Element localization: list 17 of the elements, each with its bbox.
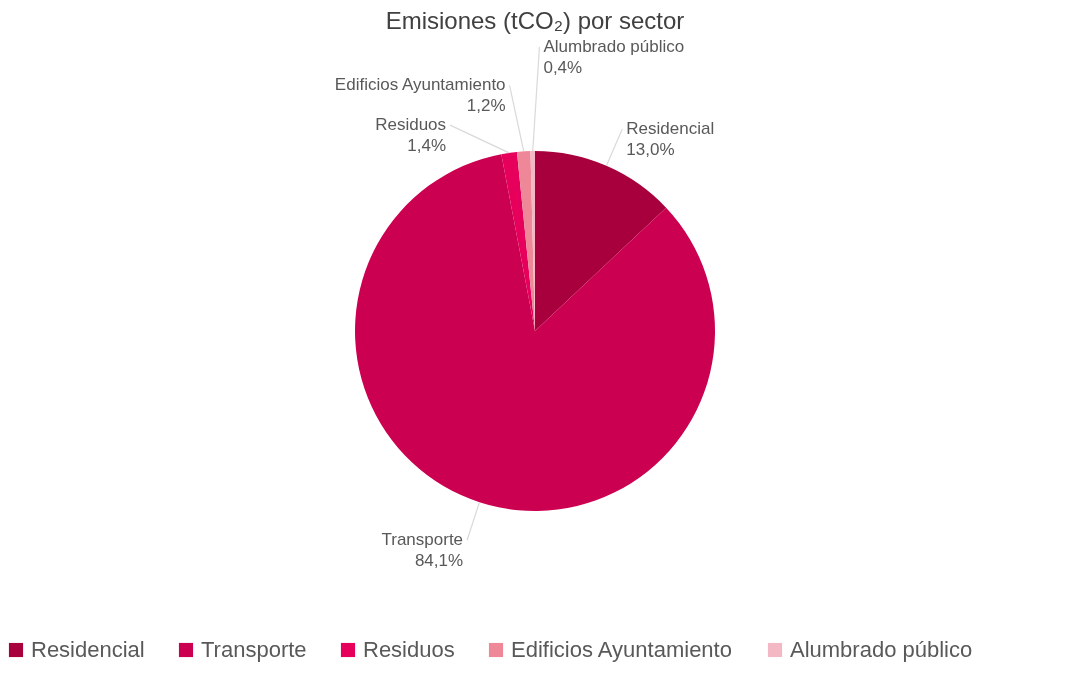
data-label: 1,2% (466, 96, 506, 116)
data-label: 13,0% (626, 140, 675, 160)
data-label: 1,4% (407, 136, 447, 156)
legend-label: Transporte (201, 637, 307, 662)
legend-label: Edificios Ayuntamiento (511, 637, 732, 662)
chart-title: Emisiones (tCO₂) por sector (385, 7, 685, 35)
slice-label: Residuos (375, 115, 447, 135)
pie-slice (501, 151, 535, 331)
slice-label: Residencial (626, 119, 715, 139)
slice-label: Transporte (381, 530, 464, 550)
data-label: 84,1% (414, 551, 464, 571)
slice-label: Edificios Ayuntamiento (334, 75, 506, 95)
data-label: 0,4% (543, 58, 583, 78)
legend-label: Residencial (31, 637, 145, 662)
slice-label: Alumbrado público (543, 37, 685, 57)
legend-label: Alumbrado público (790, 637, 973, 662)
legend-label: Residuos (363, 637, 455, 662)
